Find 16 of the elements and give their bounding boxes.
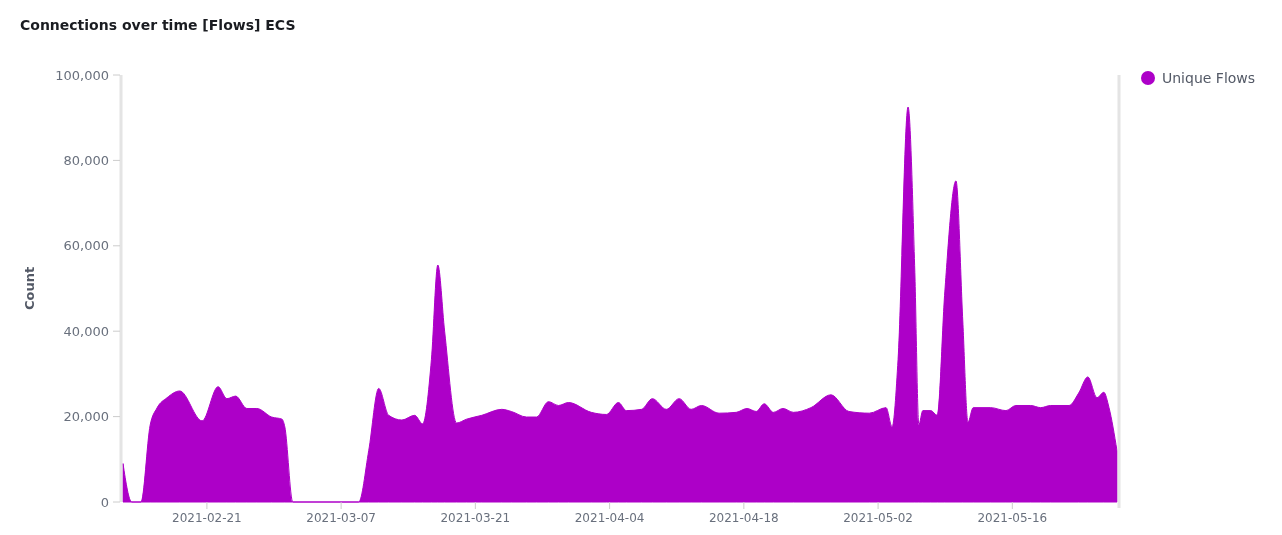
y-tick-label: 60,000	[63, 238, 109, 254]
y-tick-label: 0	[100, 494, 109, 510]
x-tick-label: 2021-03-21	[440, 510, 511, 525]
chart-title: Connections over time [Flows] ECS	[20, 17, 296, 33]
y-tick-label: 80,000	[63, 152, 109, 168]
y-tick-label: 20,000	[63, 409, 109, 425]
x-tick-label: 2021-04-18	[708, 510, 779, 525]
x-tick-label: 2021-05-02	[843, 510, 913, 525]
y-axis-title: Count	[22, 266, 37, 311]
y-tick-label: 100,000	[55, 67, 109, 83]
x-tick-label: 2021-04-04	[574, 510, 645, 525]
x-tick-label: 2021-05-16	[977, 510, 1048, 525]
x-tick-label: 2021-03-07	[306, 510, 377, 525]
y-tick-label: 40,000	[63, 323, 109, 339]
legend-label: Unique Flows	[1162, 69, 1256, 86]
x-tick-label: 2021-02-21	[172, 510, 242, 525]
